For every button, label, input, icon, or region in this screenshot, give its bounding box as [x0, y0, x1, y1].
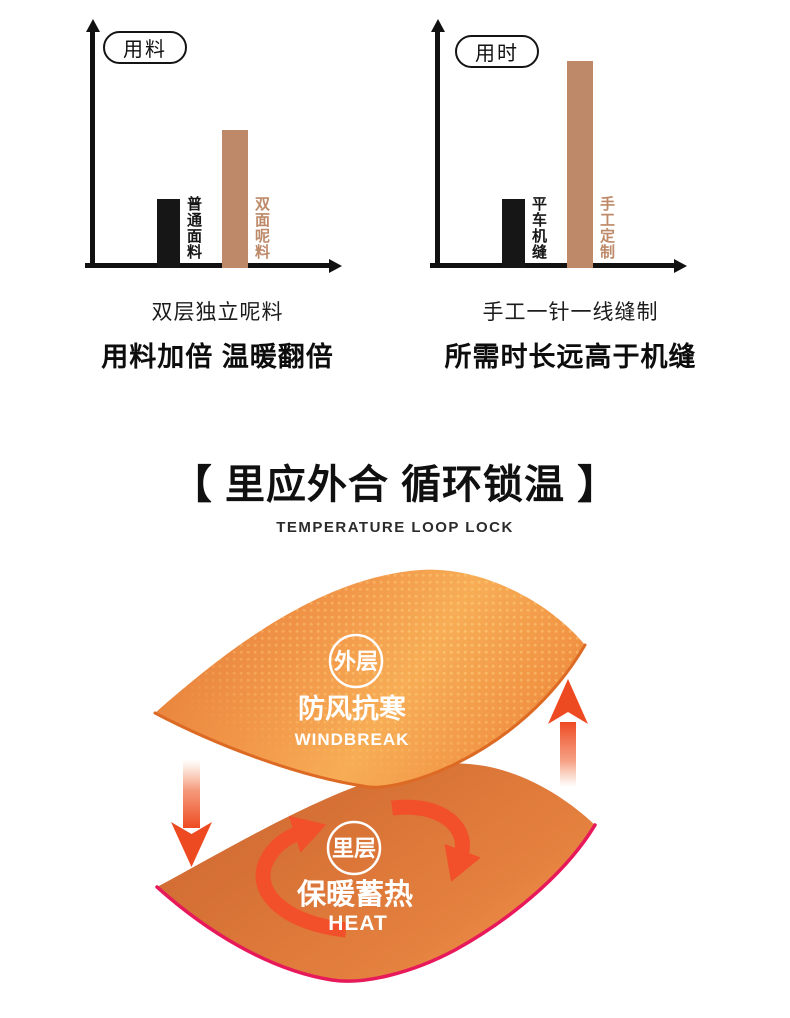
- circulation-arrows-icon: [255, 799, 481, 938]
- bar-handmade: [567, 61, 593, 268]
- outer-layer-subtitle: WINDBREAK: [295, 730, 410, 749]
- caption-line1: 手工一针一线缝制: [482, 301, 659, 324]
- time-caption: 手工一针一线缝制 所需时长远高于机缝: [398, 296, 743, 374]
- section-title: 【 里应外合 循环锁温 】: [171, 463, 619, 507]
- inner-layer-title: 保暖蓄热: [296, 878, 413, 911]
- x-axis: [430, 263, 674, 268]
- chart-tag-label: 用料: [123, 39, 167, 61]
- bar-label-double-wool: 双面呢料: [253, 196, 270, 260]
- outer-layer-badge-label: 外层: [334, 649, 378, 674]
- x-axis-arrow-icon: [674, 258, 687, 273]
- chart-tag-time: 用时: [455, 35, 539, 68]
- bar-label-machine-sewing: 平车机缝: [530, 196, 547, 260]
- caption-line1: 双层独立呢料: [151, 301, 284, 324]
- bar-label-handmade: 手工定制: [598, 196, 615, 260]
- inner-layer-badge: [326, 820, 382, 876]
- y-axis-arrow-icon: [85, 19, 100, 32]
- crimson-edge: [155, 823, 597, 983]
- y-axis-arrow-icon: [430, 19, 445, 32]
- inner-fabric-sheet: [155, 763, 597, 983]
- time-chart: 用时 平车机缝 手工定制: [430, 19, 690, 276]
- bar-label-ordinary-fabric: 普通面料: [185, 196, 202, 260]
- x-axis: [85, 263, 329, 268]
- section-subtitle: TEMPERATURE LOOP LOCK: [276, 519, 514, 536]
- bar-double-wool: [222, 130, 248, 268]
- inner-layer-badge-label: 里层: [332, 836, 376, 861]
- layers-illustration: 里层 保暖蓄热 HEAT 外层 防风抗寒 WINDBREAK: [153, 569, 597, 983]
- materials-chart: 用料 普通面料 双面呢料: [85, 19, 345, 276]
- outer-layer-title: 防风抗寒: [298, 693, 406, 724]
- weave-texture: [155, 569, 585, 788]
- x-axis-arrow-icon: [329, 258, 342, 273]
- y-axis: [90, 30, 95, 268]
- outer-layer-badge: [328, 633, 384, 689]
- bar-ordinary-fabric: [157, 199, 180, 268]
- up-arrow-icon: [548, 679, 588, 787]
- materials-caption: 双层独立呢料 用料加倍 温暖翻倍: [45, 296, 390, 374]
- outer-fabric-sheet: [153, 569, 587, 789]
- caption-line2: 所需时长远高于机缝: [444, 342, 697, 372]
- caption-line2: 用料加倍 温暖翻倍: [101, 342, 334, 372]
- y-axis: [435, 30, 440, 268]
- inner-layer-subtitle: HEAT: [328, 912, 388, 935]
- fabric-edge: [153, 643, 587, 789]
- bar-machine-sewing: [502, 199, 525, 268]
- chart-tag-materials: 用料: [103, 31, 187, 64]
- chart-tag-label: 用时: [475, 43, 519, 65]
- section-heading: 【 里应外合 循环锁温 】 TEMPERATURE LOOP LOCK: [0, 452, 790, 536]
- down-arrow-icon: [171, 760, 212, 867]
